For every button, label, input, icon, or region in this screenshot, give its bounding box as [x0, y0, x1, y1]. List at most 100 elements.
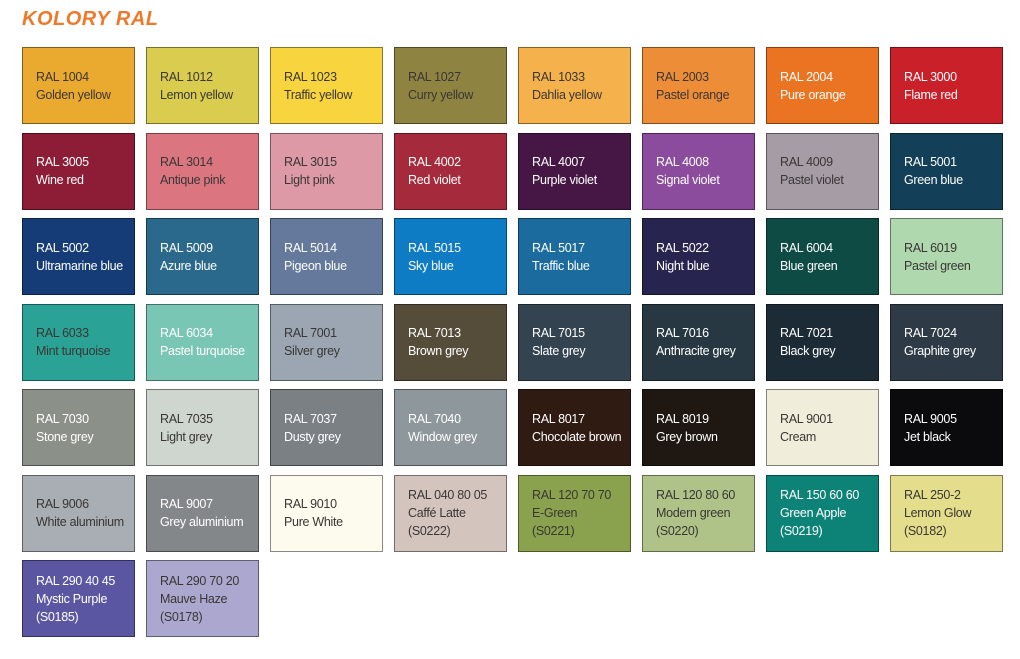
swatch-code: RAL 290 40 45	[36, 573, 116, 588]
swatch-code: RAL 6033	[36, 326, 89, 340]
color-swatch: RAL 9006 White aluminium	[22, 474, 135, 552]
color-swatch: RAL 2004 Pure orange	[766, 47, 879, 124]
color-swatch: RAL 7001 Silver grey	[270, 303, 383, 381]
color-swatch: RAL 7035 Light grey	[146, 389, 259, 466]
color-swatch: RAL 8017 Chocolate brown	[518, 389, 631, 466]
swatch-code: RAL 120 80 60	[656, 488, 736, 502]
color-swatch: RAL 1027 Curry yellow	[394, 47, 507, 124]
swatch-code: RAL 8017	[532, 411, 585, 426]
swatch-code: RAL 5017	[532, 240, 585, 255]
swatch-code: RAL 7021	[780, 326, 833, 340]
swatch-code: RAL 1027	[408, 69, 461, 84]
swatch-code: RAL 9006	[36, 497, 89, 511]
swatch-code: RAL 4009	[780, 155, 833, 169]
swatch-name: Silver grey	[284, 344, 340, 358]
color-swatch: RAL 7030 Stone grey	[22, 389, 135, 466]
color-swatch: RAL 5014 Pigeon blue	[270, 218, 383, 295]
swatch-name: Pure orange	[780, 87, 846, 102]
swatch-name: Light grey	[160, 429, 212, 444]
color-swatch: RAL 9010 Pure White	[270, 474, 383, 552]
swatch-name: E-Green	[532, 506, 578, 520]
color-swatch: RAL 150 60 60 Green Apple (S0219)	[766, 474, 879, 552]
swatch-name: Antique pink	[160, 173, 226, 187]
color-swatch: RAL 1033 Dahlia yellow	[518, 47, 631, 124]
color-swatch: RAL 3015 Light pink	[270, 132, 383, 210]
swatch-name: Stone grey	[36, 429, 94, 444]
color-swatch: RAL 7037 Dusty grey	[270, 389, 383, 466]
color-swatch: RAL 5001 Green blue	[890, 132, 1003, 210]
swatch-code: RAL 3000	[904, 69, 957, 84]
color-swatch: RAL 1012 Lemon yellow	[146, 47, 259, 124]
swatch-name: Dusty grey	[284, 429, 341, 444]
color-swatch: RAL 3000 Flame red	[890, 47, 1003, 124]
swatch-code: RAL 7040	[408, 411, 461, 426]
swatch-code: RAL 5022	[656, 240, 709, 255]
swatch-code: RAL 1012	[160, 69, 213, 84]
color-swatch: RAL 9001 Cream	[766, 389, 879, 466]
swatch-code: RAL 4008	[656, 155, 709, 169]
swatch-code: RAL 290 70 20	[160, 573, 240, 588]
swatch-code: RAL 150 60 60	[780, 488, 860, 502]
swatch-name: Traffic yellow	[284, 87, 353, 102]
color-swatch: RAL 5002 Ultramarine blue	[22, 218, 135, 295]
color-swatch: RAL 290 70 20 Mauve Haze (S0178)	[146, 560, 259, 637]
color-swatch: RAL 8019 Grey brown	[642, 389, 755, 466]
color-swatch: RAL 2003 Pastel orange	[642, 47, 755, 124]
swatch-name: Blue green	[780, 258, 838, 273]
swatch-code: RAL 7016	[656, 326, 709, 340]
swatch-name: Light pink	[284, 173, 335, 187]
swatch-name: Anthracite grey	[656, 344, 736, 358]
swatch-name: Night blue	[656, 258, 710, 273]
color-swatch: RAL 7013 Brown grey	[394, 303, 507, 381]
color-swatch: RAL 4002 Red violet	[394, 132, 507, 210]
swatch-code: RAL 3014	[160, 155, 213, 169]
swatch-name: Ultramarine blue	[36, 258, 123, 273]
swatch-code: RAL 1033	[532, 69, 585, 84]
swatch-code: RAL 5014	[284, 240, 337, 255]
swatch-code: RAL 5002	[36, 240, 89, 255]
swatch-name: Black grey	[780, 344, 836, 358]
color-swatch: RAL 3005 Wine red	[22, 132, 135, 210]
swatch-code: RAL 2004	[780, 69, 833, 84]
color-swatch: RAL 9005 Jet black	[890, 389, 1003, 466]
color-swatch: RAL 290 40 45 Mystic Purple (S0185)	[22, 560, 135, 637]
swatch-code: RAL 250-2	[904, 488, 961, 502]
swatch-code: RAL 120 70 70	[532, 488, 612, 502]
color-swatch: RAL 120 70 70 E-Green (S0221)	[518, 474, 631, 552]
swatch-code: RAL 040 80 05	[408, 488, 488, 502]
swatch-standard-code: (S0220)	[656, 524, 699, 538]
swatch-code: RAL 9005	[904, 411, 957, 426]
swatch-code: RAL 9010	[284, 497, 337, 511]
swatch-code: RAL 8019	[656, 411, 709, 426]
color-swatch: RAL 6033 Mint turquoise	[22, 303, 135, 381]
swatch-code: RAL 9007	[160, 497, 213, 511]
color-swatch: RAL 3014 Antique pink	[146, 132, 259, 210]
swatch-name: Green Apple	[780, 506, 847, 520]
swatch-name: Curry yellow	[408, 87, 474, 102]
swatch-name: Pigeon blue	[284, 258, 347, 273]
swatch-name: Azure blue	[160, 258, 217, 273]
swatch-name: Pastel orange	[656, 87, 730, 102]
swatch-name: Red violet	[408, 173, 461, 187]
swatch-standard-code: (S0222)	[408, 524, 451, 538]
color-swatch: RAL 5017 Traffic blue	[518, 218, 631, 295]
swatch-name: Jet black	[904, 429, 951, 444]
swatch-name: Slate grey	[532, 344, 586, 358]
color-swatch: RAL 120 80 60 Modern green (S0220)	[642, 474, 755, 552]
swatch-code: RAL 6019	[904, 240, 957, 255]
swatch-name: Traffic blue	[532, 258, 590, 273]
page-title: KOLORY RAL	[22, 8, 159, 30]
swatch-name: Lemon yellow	[160, 87, 233, 102]
swatch-code: RAL 2003	[656, 69, 709, 84]
swatch-standard-code: (S0185)	[36, 609, 79, 624]
color-swatch: RAL 7016 Anthracite grey	[642, 303, 755, 381]
swatch-code: RAL 9001	[780, 411, 833, 426]
swatch-name: Mystic Purple	[36, 591, 108, 606]
color-swatch: RAL 4008 Signal violet	[642, 132, 755, 210]
color-swatch: RAL 6019 Pastel green	[890, 218, 1003, 295]
color-swatch: RAL 1004 Golden yellow	[22, 47, 135, 124]
swatch-code: RAL 7015	[532, 326, 585, 340]
swatch-code: RAL 7030	[36, 411, 89, 426]
swatch-name: Signal violet	[656, 173, 720, 187]
color-swatch: RAL 040 80 05 Caffé Latte (S0222)	[394, 474, 507, 552]
